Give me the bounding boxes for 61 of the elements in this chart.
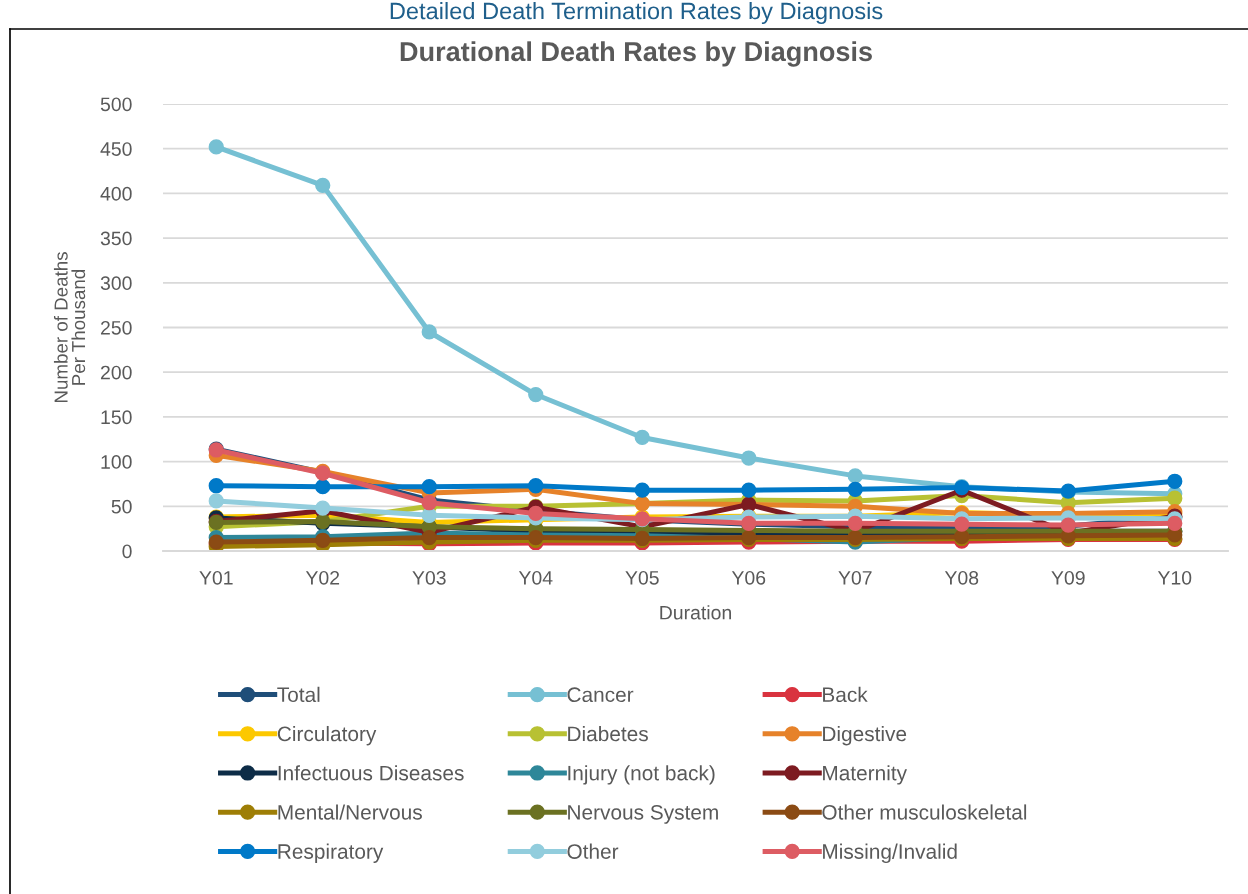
legend-label: Mental/Nervous: [278, 804, 422, 820]
legend-label: Maternity: [823, 765, 907, 785]
x-tick-label: Y07: [838, 570, 872, 585]
y-tick-label: 250: [100, 320, 132, 335]
x-tick-label: Y04: [518, 570, 553, 585]
legend-label: Other musculoskeletal: [822, 804, 1027, 820]
x-tick-label: Y02: [305, 570, 340, 585]
legend-label: Total: [277, 686, 320, 703]
point: [634, 482, 650, 498]
point: [528, 386, 544, 403]
point: [634, 429, 650, 446]
y-tick-label: 450: [100, 142, 132, 156]
point: [421, 324, 437, 340]
point: [315, 478, 331, 495]
legend-label: Circulatory: [277, 725, 377, 746]
x-axis-title: Duration: [660, 605, 731, 620]
y-tick-label: 400: [100, 186, 132, 201]
x-tick-label: Y10: [1157, 570, 1192, 585]
legend-label: Back: [823, 686, 868, 703]
legend-label: Respiratory: [278, 843, 384, 864]
point: [1167, 473, 1183, 489]
y-tick-label: 350: [100, 231, 132, 246]
point: [954, 516, 970, 532]
point: [208, 139, 224, 155]
legend-label: Diabetes: [568, 725, 648, 742]
x-tick-label: Y09: [1051, 570, 1085, 585]
x-tick-label: Y01: [199, 570, 233, 585]
point: [741, 482, 757, 498]
y-tick-label: 50: [111, 499, 132, 514]
legend-label: Injury (not back): [568, 765, 715, 785]
legend-label: Digestive: [823, 725, 907, 746]
point: [315, 177, 331, 193]
x-tick-label: Y08: [944, 570, 979, 585]
y-tick-label: 100: [101, 455, 132, 469]
legend-label: Missing/Invalid: [823, 843, 957, 864]
point: [208, 493, 224, 509]
point: [421, 507, 437, 523]
point: [741, 450, 757, 466]
point: [847, 515, 863, 531]
x-tick-label: Y05: [625, 570, 659, 585]
y-tick-label: 200: [100, 365, 132, 380]
text: Detailed Death Termination Rates by Diagnosis: [390, 2, 883, 24]
point: [847, 468, 863, 484]
point: [208, 478, 224, 494]
x-tick-label: Y03: [412, 570, 446, 585]
chart-title: Durational Death Rates by Diagnosis: [400, 41, 872, 67]
y-tick-label: 0: [122, 544, 132, 559]
legend-label: Infectuous Diseases: [278, 765, 464, 781]
y-tick-label: 500: [100, 97, 132, 112]
y-axis-title: Number of Deaths Per Thousand: [53, 252, 86, 403]
y-tick-label: 300: [100, 276, 132, 291]
point: [421, 478, 437, 495]
legend-label: Nervous System: [568, 804, 718, 824]
point: [1167, 515, 1183, 531]
x-tick-label: Y06: [731, 570, 766, 585]
legend-label: Cancer: [567, 687, 634, 703]
point: [1167, 490, 1183, 506]
point: [421, 529, 437, 546]
legend-label: Other: [567, 843, 619, 859]
y-tick-label: 150: [101, 410, 132, 425]
point: [847, 481, 863, 497]
